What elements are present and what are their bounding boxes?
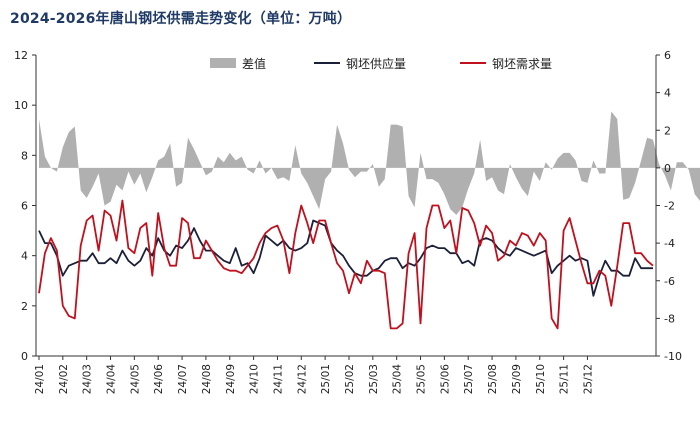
x-tick-label: 24/07 (177, 364, 189, 394)
x-tick-label: 24/04 (106, 364, 118, 395)
x-tick-label: 24/01 (34, 364, 46, 394)
x-tick-label: 24/05 (129, 364, 141, 394)
legend-item-diff: 差值 (210, 56, 266, 71)
right-y-tick-label: -8 (664, 312, 675, 325)
legend-label-supply: 钢坯供应量 (346, 56, 406, 71)
diff-area (38, 111, 700, 215)
legend-item-demand: 钢坯需求量 (460, 57, 552, 71)
x-tick-label: 25/08 (487, 364, 499, 394)
x-tick-label: 25/05 (416, 364, 428, 394)
right-y-ticks: -10 -8 -6 -4 -2 0 2 4 6 (656, 49, 682, 363)
left-y-tick-label: 6 (21, 200, 28, 213)
left-y-tick-label: 4 (21, 250, 28, 263)
x-tick-label: 25/01 (320, 364, 332, 394)
x-tick-label: 25/10 (535, 364, 547, 394)
left-y-tick-label: 0 (21, 350, 28, 363)
left-y-ticks: 0 2 4 6 8 10 12 (14, 49, 36, 363)
x-tick-label: 25/11 (559, 364, 571, 394)
page-title: 2024-2026年唐山钢坯供需走势变化（单位：万吨） (10, 11, 352, 27)
x-tick-label: 25/12 (582, 364, 594, 394)
left-y-tick-label: 10 (14, 99, 28, 112)
right-y-tick-label: 0 (664, 162, 671, 175)
supply-line-series (38, 219, 653, 297)
x-tick-label: 24/10 (249, 364, 261, 394)
x-tick-label: 25/06 (439, 364, 451, 395)
x-tick-label: 24/03 (82, 364, 94, 394)
legend-item-supply: 钢坯供应量 (314, 56, 406, 71)
right-y-tick-label: -2 (664, 200, 675, 213)
right-y-tick-label: -4 (664, 237, 675, 250)
x-tick-label: 24/08 (201, 364, 213, 394)
x-tick-label: 25/07 (463, 364, 475, 394)
legend-label-demand: 钢坯需求量 (492, 57, 552, 71)
legend-swatch-diff (210, 58, 236, 68)
legend-label-diff: 差值 (242, 56, 266, 71)
right-y-tick-label: 4 (664, 87, 671, 100)
demand-line (38, 199, 654, 330)
x-tick-label: 24/09 (225, 364, 237, 394)
left-y-tick-label: 2 (21, 300, 28, 313)
left-y-tick-label: 8 (21, 149, 28, 162)
supply-line (38, 219, 653, 297)
right-y-tick-label: 2 (664, 124, 671, 137)
x-tick-label: 24/06 (153, 364, 165, 395)
axes (35, 55, 657, 357)
x-tick-label: 25/02 (344, 364, 356, 394)
demand-line-series (38, 199, 654, 330)
x-tick-label: 25/03 (368, 364, 380, 394)
x-ticks: 24/01 24/02 24/03 24/04 24/05 24/06 24/07 24/08… (34, 356, 594, 394)
right-y-tick-label: -6 (664, 275, 675, 288)
diff-area-series (38, 111, 700, 215)
x-tick-label: 25/09 (511, 364, 523, 394)
x-tick-label: 24/12 (296, 364, 308, 394)
x-tick-label: 24/11 (272, 364, 284, 394)
x-tick-label: 24/02 (58, 364, 70, 394)
right-y-tick-label: 6 (664, 49, 671, 62)
right-y-tick-label: -10 (664, 350, 682, 363)
legend: 差值 钢坯供应量 钢坯需求量 (210, 56, 552, 71)
x-tick-label: 25/04 (392, 364, 404, 395)
left-y-tick-label: 12 (14, 49, 28, 62)
